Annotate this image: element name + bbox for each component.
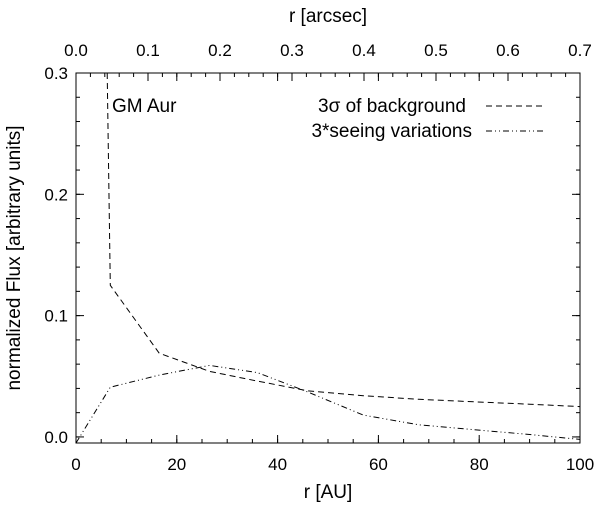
x-tick-label: 40 [268, 455, 287, 474]
x2-tick-label: 0.2 [208, 41, 232, 60]
x-tick-label: 60 [369, 455, 388, 474]
x2-axis-ticks: 0.0 0.1 0.2 0.3 0.4 0.5 0.6 0.7 [64, 41, 592, 81]
x2-axis-title: r [arcsec] [289, 6, 367, 27]
legend-label-background: 3σ of background [318, 96, 466, 117]
x2-tick-label: 0.1 [136, 41, 160, 60]
y-tick-label: 0.0 [44, 428, 68, 447]
legend-label-seeing: 3*seeing variations [311, 121, 472, 142]
y-axis-title: normalized Flux [arbitrary units] [4, 125, 25, 390]
x2-tick-label: 0.4 [352, 41, 376, 60]
y-axis-ticks: 0.0 0.1 0.2 0.3 [44, 64, 580, 447]
object-annotation: GM Aur [112, 96, 177, 117]
series-line-background [106, 72, 581, 408]
x2-tick-label: 0.0 [64, 41, 88, 60]
y-tick-label: 0.2 [44, 185, 68, 204]
x2-tick-label: 0.3 [280, 41, 304, 60]
x2-tick-label: 0.5 [424, 41, 448, 60]
y-tick-label: 0.3 [44, 64, 68, 83]
series-line-seeing [75, 364, 581, 444]
legend: 3σ of background 3*seeing variations [311, 96, 546, 142]
x-tick-label: 0 [71, 455, 80, 474]
x2-tick-label: 0.6 [496, 41, 520, 60]
y-tick-label: 0.1 [44, 307, 68, 326]
x-tick-label: 20 [167, 455, 186, 474]
x-tick-label: 80 [470, 455, 489, 474]
x-tick-label: 100 [566, 455, 594, 474]
x-axis-title: r [AU] [304, 482, 353, 503]
x2-tick-label: 0.7 [568, 41, 592, 60]
series-lines [75, 72, 581, 444]
